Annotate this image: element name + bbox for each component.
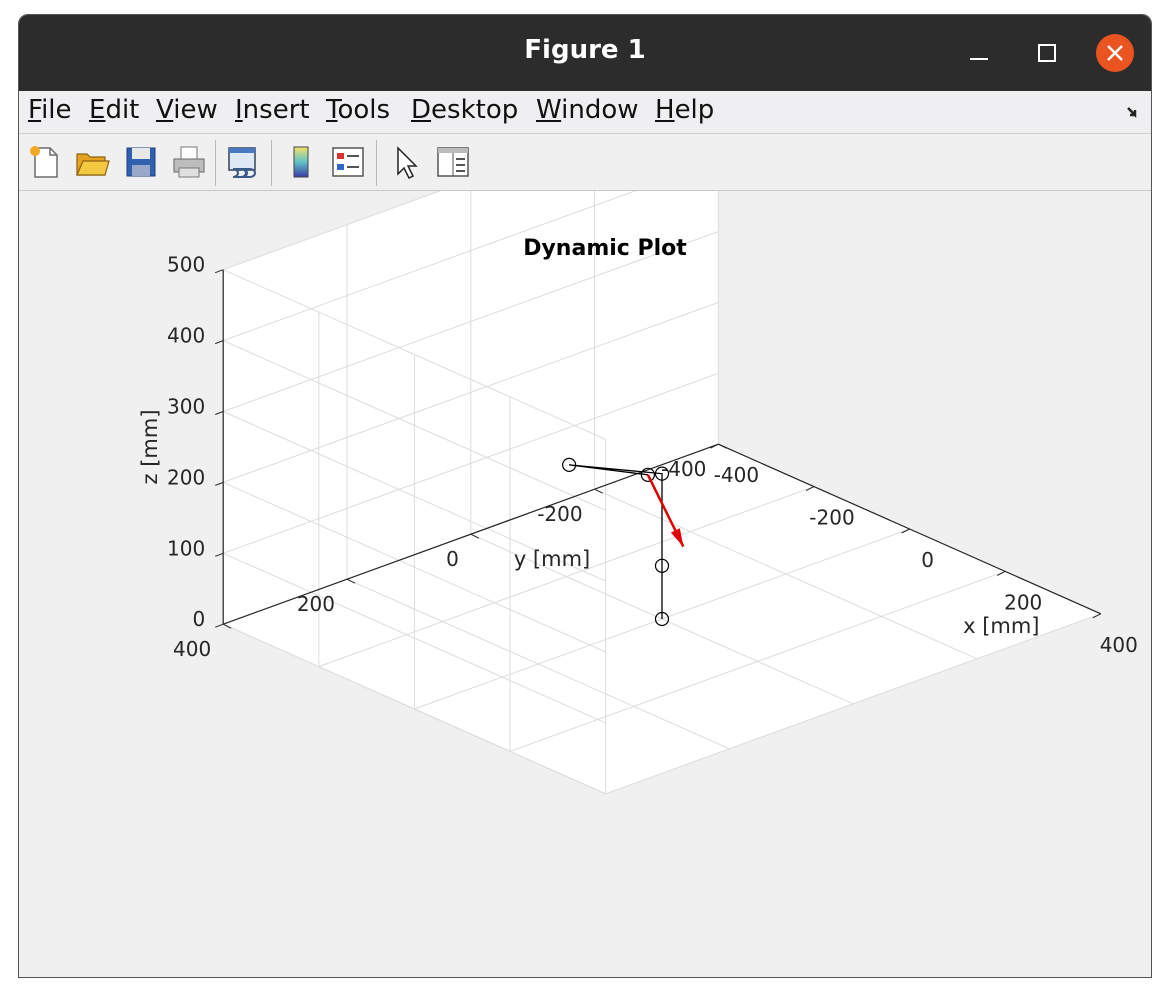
maximize-icon — [1038, 44, 1056, 62]
maximize-button[interactable] — [1027, 33, 1067, 73]
y-axis-label: y [mm] — [514, 547, 590, 571]
direction-arrow-head — [670, 528, 684, 547]
close-button[interactable] — [1095, 33, 1135, 73]
y-tick-label: 400 — [173, 637, 211, 661]
grid-line — [222, 269, 606, 440]
grid-line — [222, 481, 606, 653]
x-axis-label: x [mm] — [963, 614, 1039, 638]
toolbar-separator — [215, 140, 216, 186]
menu-insert[interactable]: Insert — [235, 95, 310, 125]
y-tick-label: 0 — [446, 547, 459, 571]
minimize-icon — [970, 58, 988, 60]
y-tick-label: -400 — [661, 457, 706, 481]
x-tick-label: -200 — [809, 506, 854, 530]
y-tick-label: -200 — [537, 502, 582, 526]
x-tick-mark — [710, 443, 719, 449]
grid-line — [223, 372, 719, 554]
x-tick-label: 0 — [921, 548, 934, 572]
menu-bar: File Edit View Insert Tools Desktop Wind… — [19, 91, 1151, 134]
joint-marker — [562, 457, 577, 472]
menu-view[interactable]: View — [156, 95, 218, 125]
series-line — [569, 464, 663, 619]
minimize-button[interactable] — [959, 33, 999, 73]
z-tick-label: 500 — [167, 253, 205, 277]
z-tick-mark — [215, 411, 224, 415]
grid-line — [222, 411, 606, 582]
grid-line — [223, 301, 719, 483]
grid-line — [346, 578, 730, 750]
z-tick-label: 0 — [192, 607, 205, 631]
grid-line — [223, 160, 719, 342]
toolbar — [19, 134, 1151, 191]
grid-line — [223, 231, 719, 412]
joint-marker — [640, 467, 656, 482]
x-tick-mark — [996, 570, 1006, 576]
property-inspector-icon[interactable] — [433, 142, 473, 182]
z-tick-label: 400 — [167, 324, 205, 348]
new-figure-icon[interactable] — [25, 142, 65, 182]
grid-line — [222, 340, 606, 511]
axes-3d[interactable]: -400 -200 0 200 400 -400 -200 0 200 400 0 100 200 300… — [19, 89, 1151, 978]
x-tick-label: -400 — [714, 463, 759, 487]
x-tick-label: 200 — [1004, 590, 1042, 614]
menu-edit[interactable]: Edit — [89, 95, 140, 125]
link-plot-icon[interactable] — [223, 142, 263, 182]
x-tick-label: 400 — [1100, 633, 1138, 657]
toolbar-separator — [271, 140, 272, 186]
toolbar-separator — [376, 140, 377, 186]
z-axis-label: z [mm] — [138, 409, 162, 484]
grid-line — [594, 488, 978, 660]
z-tick-mark — [215, 269, 224, 274]
grid-line — [222, 552, 606, 724]
open-file-icon[interactable] — [72, 142, 112, 182]
menu-desktop[interactable]: Desktop — [411, 95, 519, 125]
y-tick-mark — [594, 488, 603, 494]
dock-arrow-icon[interactable] — [1125, 103, 1143, 121]
chart-title: Dynamic Plot — [523, 236, 687, 261]
z-tick-mark — [215, 552, 224, 557]
y-tick-label: 200 — [297, 592, 335, 616]
z-tick-label: 200 — [167, 465, 205, 489]
menu-window[interactable]: Window — [536, 95, 639, 125]
z-tick-mark — [215, 481, 224, 486]
y-tick-mark — [470, 533, 480, 539]
joint-marker — [654, 558, 670, 573]
z-tick-mark — [215, 623, 224, 628]
x-axis-line — [718, 443, 1102, 615]
edit-plot-icon[interactable] — [386, 142, 426, 182]
z-tick-label: 300 — [167, 395, 205, 419]
y-tick-mark — [346, 578, 356, 584]
title-bar[interactable]: Figure 1 — [19, 15, 1151, 91]
z-tick-label: 100 — [167, 536, 205, 560]
window-title: Figure 1 — [524, 35, 646, 65]
grid-line — [222, 623, 606, 795]
menu-help[interactable]: Help — [655, 95, 715, 125]
close-icon — [1096, 34, 1134, 72]
x-tick-mark — [901, 528, 910, 534]
menu-file[interactable]: File — [28, 95, 72, 125]
x-tick-mark — [805, 486, 815, 492]
save-icon[interactable] — [121, 142, 161, 182]
legend-icon[interactable] — [328, 142, 368, 182]
y-tick-mark — [222, 623, 232, 629]
z-tick-mark — [215, 340, 224, 345]
plot-area[interactable]: -400 -200 0 200 400 -400 -200 0 200 400 0 100 200 300… — [19, 89, 1151, 978]
y-tick-mark — [718, 443, 727, 449]
menu-tools[interactable]: Tools — [326, 95, 391, 125]
joint-marker — [654, 466, 670, 481]
joint-marker — [654, 611, 670, 627]
colorbar-icon[interactable] — [281, 142, 321, 182]
x-tick-mark — [1092, 613, 1102, 619]
figure-window: Figure 1 File Edit View Insert Tools Des… — [18, 14, 1152, 978]
print-icon[interactable] — [169, 142, 209, 182]
